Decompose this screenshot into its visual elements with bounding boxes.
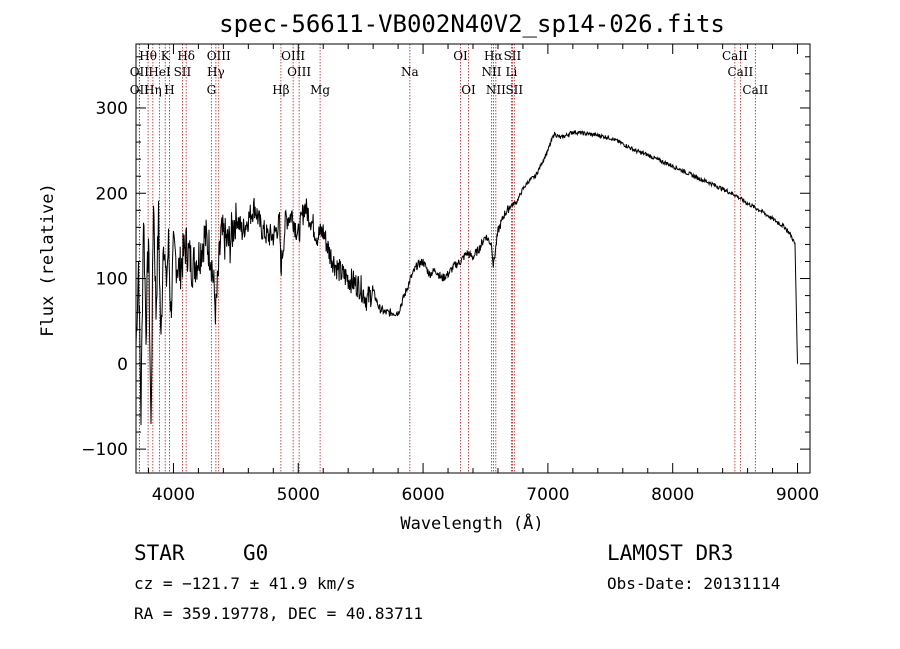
spectral-line-label: NII xyxy=(481,65,501,79)
object-subclass: G0 xyxy=(243,541,268,565)
axis-ticks: 4000 5000 6000 7000 8000 9000 −100 0 100 200 300 xyxy=(81,44,819,505)
spectral-line-label: Hγ xyxy=(207,65,225,79)
spectral-line-label: CaII xyxy=(727,65,753,79)
spectral-line-label: Hη xyxy=(144,83,162,97)
y-tick-label: 200 xyxy=(96,184,128,204)
spectral-line-label: Na xyxy=(401,65,419,79)
spectral-line-label: CaII xyxy=(742,83,768,97)
y-tick-label: 100 xyxy=(96,270,128,290)
x-tick-label: 8000 xyxy=(651,485,694,505)
spectral-line-label: OI xyxy=(461,83,476,97)
spectral-line-label: Li xyxy=(506,65,518,79)
spectral-line-label: OII xyxy=(130,65,150,79)
spectrum-line xyxy=(135,130,798,426)
redshift-text: cz = −121.7 ± 41.9 km/s xyxy=(134,574,356,593)
spectral-line-labels: OIIHθOIIHηKHeIHSIIHδGHγOIIIHβOIIIOIIIMgN… xyxy=(130,49,769,97)
spectral-line-label: Mg xyxy=(310,83,330,97)
y-tick-label: 300 xyxy=(96,99,128,119)
spectral-line-label: H xyxy=(164,83,174,97)
spectral-line-label: OII xyxy=(130,83,150,97)
spectral-line-label: K xyxy=(161,49,171,63)
spectral-line-label: OIII xyxy=(287,65,311,79)
spectral-line-label: Hθ xyxy=(139,49,157,63)
spectral-line-label: HeI xyxy=(148,65,171,79)
y-tick-label: −100 xyxy=(81,440,128,460)
radec-text: RA = 359.19778, DEC = 40.83711 xyxy=(134,604,423,623)
spectral-line-label: G xyxy=(207,83,217,97)
spectral-line-markers xyxy=(138,44,756,473)
x-tick-label: 4000 xyxy=(152,485,195,505)
spectral-line-label: OIII xyxy=(207,49,231,63)
y-tick-label: 0 xyxy=(117,355,128,375)
spectral-line-label: SII xyxy=(174,65,192,79)
x-tick-label: 9000 xyxy=(776,485,819,505)
spectral-line-label: Hβ xyxy=(272,83,289,97)
x-tick-label: 6000 xyxy=(401,485,444,505)
spectral-line-label: CaII xyxy=(722,49,748,63)
spectral-line-label: OI xyxy=(453,49,468,63)
x-tick-label: 5000 xyxy=(277,485,320,505)
spectral-line-label: SII xyxy=(505,83,523,97)
spectral-line-label: SII xyxy=(504,49,522,63)
survey-name: LAMOST DR3 xyxy=(607,541,733,565)
obs-date-text: Obs-Date: 20131114 xyxy=(607,574,780,593)
x-axis-label: Wavelength (Å) xyxy=(400,512,543,534)
spectral-line-label: OIII xyxy=(281,49,305,63)
spectral-line-label: NII xyxy=(486,83,506,97)
spectral-line-label: Hδ xyxy=(177,49,195,63)
chart-title: spec-56611-VB002N40V2_sp14-026.fits xyxy=(219,10,725,38)
x-tick-label: 7000 xyxy=(526,485,569,505)
object-class: STAR xyxy=(134,541,185,565)
y-axis-label: Flux (relative) xyxy=(38,183,58,337)
spectral-line-label: Hα xyxy=(484,49,503,63)
